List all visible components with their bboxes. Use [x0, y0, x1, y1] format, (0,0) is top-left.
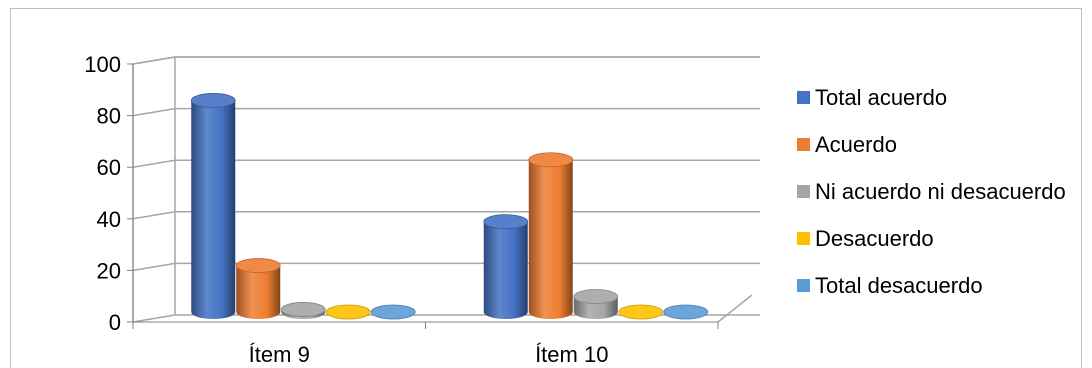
legend-item: Acuerdo [797, 132, 897, 157]
bar [663, 304, 709, 320]
bar-top [573, 289, 619, 304]
bar [190, 93, 236, 319]
gridlines [132, 56, 760, 323]
bar-top [235, 258, 281, 273]
y-tick-label: 60 [97, 155, 121, 180]
bar-body [528, 159, 573, 319]
bar [573, 289, 619, 319]
bar [528, 152, 574, 319]
bar-body [191, 100, 236, 319]
y-tick-label: 80 [97, 104, 121, 129]
legend-label: Desacuerdo [815, 226, 934, 251]
y-tick-label: 100 [84, 52, 121, 77]
chart-frame [10, 8, 1082, 368]
gridline [132, 56, 760, 65]
legend-label: Acuerdo [815, 132, 897, 157]
bar [280, 302, 326, 319]
bar-top [528, 152, 574, 168]
side-wall-edge [132, 56, 176, 322]
bar [483, 214, 529, 319]
y-axis: 0 20 40 60 80 100 [84, 52, 134, 335]
legend-label: Total desacuerdo [815, 273, 983, 298]
x-tick-label: Ítem 9 [249, 342, 310, 367]
y-tick-label: 40 [97, 207, 121, 232]
bar-body [483, 221, 528, 319]
x-axis: Ítem 9 Ítem 10 [132, 321, 719, 367]
legend-label: Ni acuerdo ni desacuerdo [815, 179, 1066, 204]
legend-item: Total acuerdo [797, 85, 947, 110]
floor-edge [717, 294, 753, 323]
bar [618, 304, 664, 320]
bars [190, 93, 709, 320]
x-tick-label: Ítem 10 [535, 342, 608, 367]
legend-swatch [797, 91, 810, 104]
bar [235, 258, 281, 319]
bar-top [370, 304, 416, 320]
legend: Total acuerdo Acuerdo Ni acuerdo ni desacu… [797, 85, 1066, 298]
bar-top [280, 302, 326, 317]
legend-swatch [797, 138, 810, 151]
bar [325, 304, 371, 320]
bar [370, 304, 416, 320]
legend-label: Total acuerdo [815, 85, 947, 110]
bar-top [325, 304, 371, 320]
legend-item: Total desacuerdo [797, 273, 983, 298]
legend-item: Ni acuerdo ni desacuerdo [797, 179, 1066, 204]
legend-swatch [797, 279, 810, 292]
legend-swatch [797, 232, 810, 245]
y-tick-label: 20 [97, 258, 121, 283]
bar-top [663, 304, 709, 320]
legend-swatch [797, 185, 810, 198]
bar-body [236, 265, 281, 319]
bar-top [190, 93, 236, 108]
bar-top [483, 214, 529, 230]
gridline [132, 107, 760, 117]
bar-top [618, 304, 664, 320]
legend-item: Desacuerdo [797, 226, 934, 251]
y-tick-label: 0 [109, 310, 121, 335]
